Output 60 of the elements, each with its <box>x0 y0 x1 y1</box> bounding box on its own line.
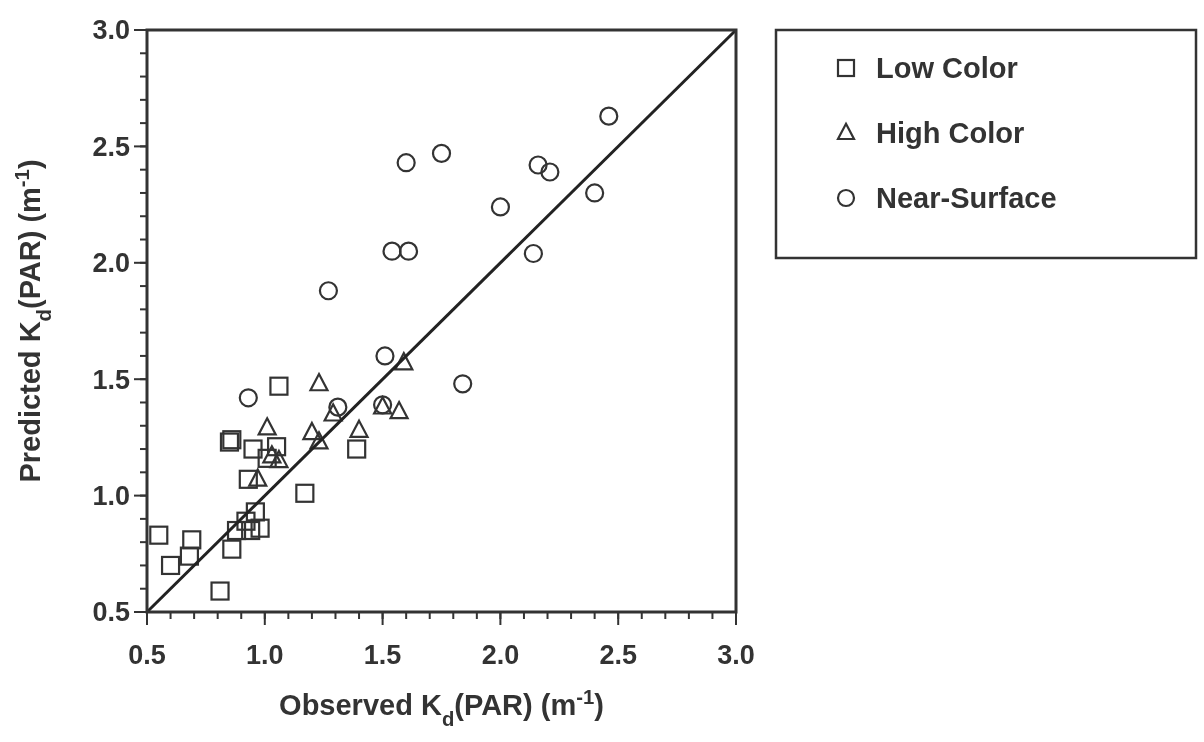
legend-label: Low Color <box>876 52 1018 85</box>
point <box>257 417 277 436</box>
point <box>269 449 289 469</box>
point <box>238 469 258 489</box>
point <box>528 155 548 175</box>
point <box>250 518 270 538</box>
point <box>238 388 258 408</box>
point <box>243 439 263 459</box>
point <box>266 437 287 457</box>
point <box>490 197 510 217</box>
point <box>328 397 348 417</box>
point <box>540 162 560 182</box>
point <box>309 372 329 392</box>
x-axis-title: Observed K$_{d}$(PAR) (m$^{-1}$) <box>279 686 604 730</box>
point <box>295 483 315 503</box>
point <box>375 346 395 366</box>
x-tick-label: 1.5 <box>363 640 402 670</box>
x-tick-label: 1.0 <box>246 640 284 670</box>
x-tick-label: 3.0 <box>717 640 755 670</box>
point <box>349 419 369 438</box>
point <box>245 502 265 522</box>
point <box>398 241 419 261</box>
point <box>389 400 409 420</box>
point <box>149 525 169 545</box>
point <box>160 555 181 576</box>
y-tick-label: 1.5 <box>92 364 130 395</box>
point <box>179 546 200 566</box>
point <box>431 143 452 163</box>
x-tick-label: 2.0 <box>481 640 520 670</box>
point <box>262 445 282 464</box>
point <box>222 539 242 559</box>
point <box>585 183 605 203</box>
point <box>226 520 247 541</box>
legend-label: High Color <box>876 117 1025 150</box>
x-tick-label: 0.5 <box>128 640 166 670</box>
point <box>396 153 416 173</box>
y-tick-label: 1.0 <box>92 481 130 512</box>
y-tick-label: 3.0 <box>92 15 130 46</box>
point <box>241 520 261 541</box>
point <box>302 421 322 441</box>
point <box>523 243 543 264</box>
y-tick-label: 0.5 <box>92 597 130 628</box>
point <box>236 511 256 531</box>
point <box>248 468 268 487</box>
legend-label: Near-Surface <box>876 182 1057 215</box>
point <box>394 352 414 371</box>
point <box>453 374 473 394</box>
point <box>382 241 402 261</box>
point <box>347 439 367 459</box>
point <box>323 403 343 422</box>
point <box>210 581 230 601</box>
y-tick-label: 2.0 <box>92 248 130 279</box>
x-tick-label: 2.5 <box>599 640 637 670</box>
point <box>309 431 329 450</box>
point <box>269 376 289 396</box>
point <box>318 281 339 301</box>
y-tick-label: 2.5 <box>92 131 130 162</box>
point <box>257 448 277 468</box>
point <box>599 106 619 126</box>
point <box>182 530 202 550</box>
